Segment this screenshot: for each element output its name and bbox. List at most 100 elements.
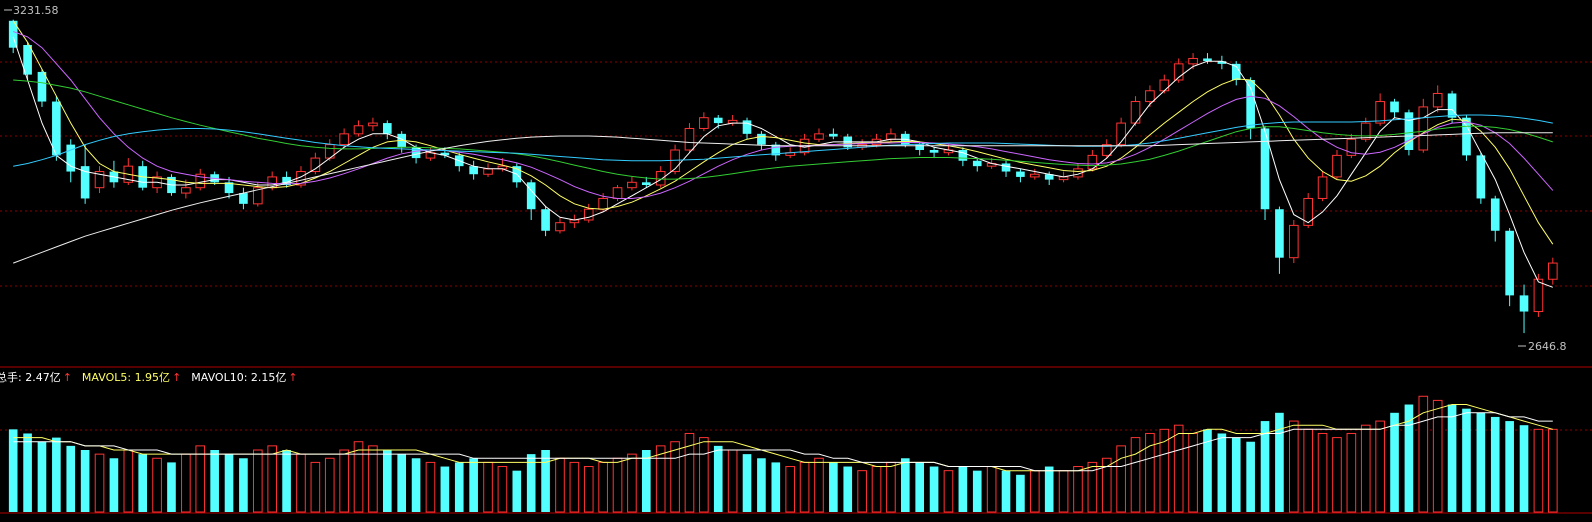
volume-bar-up — [324, 457, 335, 513]
volume-bar-down — [239, 458, 248, 512]
candle-body-up — [368, 122, 378, 127]
candle-body-up — [1145, 90, 1155, 103]
candle — [66, 139, 76, 183]
candle — [94, 166, 105, 194]
volume-bar-up — [627, 453, 637, 513]
candle-body-up — [1317, 176, 1328, 199]
volume-bar-down — [1044, 466, 1054, 512]
candle-body-down — [411, 147, 421, 159]
price-ma-line-3 — [13, 79, 1553, 180]
volume-bar-up — [94, 453, 105, 513]
candle — [541, 206, 550, 237]
candle-body-down — [224, 182, 234, 194]
candle — [1332, 150, 1342, 180]
candle-body-down — [239, 193, 248, 204]
volume-bar-down — [167, 462, 176, 512]
volume-bar-up — [339, 449, 349, 513]
candle-body-down — [1044, 174, 1054, 180]
volume-bar-up — [727, 449, 738, 513]
volume-bar-up — [1317, 432, 1328, 513]
volume-bar-down — [915, 462, 925, 512]
candle — [829, 128, 838, 140]
candle-body-down — [1231, 63, 1241, 80]
candle-body-down — [52, 101, 61, 156]
volume-bar-up — [785, 466, 796, 513]
candle-body-up — [1173, 63, 1184, 81]
candle-body-down — [469, 166, 478, 175]
candle-body-up — [1188, 57, 1198, 65]
volume-bar-up — [353, 441, 364, 513]
volume-bar-down — [1390, 412, 1399, 512]
volume-bar-down — [829, 462, 838, 512]
candle-body-down — [1217, 61, 1227, 64]
candle-body-down — [8, 20, 18, 48]
legend-label-1: MAVOL5: — [82, 371, 135, 384]
volume-bar-down — [843, 466, 853, 512]
volume-bar-down — [1260, 421, 1270, 512]
candle-body-down — [1519, 295, 1529, 312]
candle-body-down — [1016, 171, 1025, 177]
volume-bar-up — [943, 470, 954, 513]
legend-value-0: 2.47亿 — [25, 371, 61, 384]
legend-arrow-1: ↑ — [172, 371, 181, 384]
candle — [684, 123, 695, 153]
volume-bar-up — [497, 466, 508, 513]
candle-body-down — [713, 117, 723, 124]
candle-body-down — [1275, 209, 1284, 258]
candle — [310, 152, 321, 175]
candle — [1203, 53, 1212, 64]
candle — [52, 96, 61, 161]
volume-bar-down — [440, 466, 450, 512]
volume-bar-up — [1332, 437, 1342, 513]
candle — [1432, 85, 1443, 113]
volume-bar-up — [699, 437, 709, 513]
volume-bar-up — [871, 466, 882, 513]
volume-bar-up — [655, 445, 666, 513]
volume-bar-up — [1288, 420, 1299, 513]
volume-bar-up — [814, 457, 824, 513]
candle-body-down — [1246, 80, 1255, 129]
volume-bar-up — [267, 445, 278, 513]
volume-bar-down — [1476, 412, 1486, 512]
candle — [972, 158, 982, 172]
volume-bar-up — [1303, 428, 1314, 513]
candle — [958, 147, 968, 167]
volume-bar-up — [1130, 437, 1141, 513]
volume-bar-down — [958, 466, 968, 512]
candle — [1173, 58, 1184, 83]
volume-bar-down — [512, 470, 522, 512]
volume-bar-up — [181, 453, 191, 513]
volume-bar-down — [713, 445, 723, 512]
candle-body-down — [1476, 155, 1486, 199]
candle — [1476, 152, 1486, 204]
candle-body-down — [440, 152, 450, 156]
volume-bar-up — [252, 449, 263, 513]
volume-bar-down — [526, 454, 536, 512]
volume-bar-down — [37, 441, 47, 512]
candle — [771, 141, 781, 161]
candle — [1519, 284, 1529, 334]
candle-body-down — [282, 176, 291, 185]
volume-bar-up — [1533, 428, 1544, 513]
volume-bar-up — [1375, 420, 1385, 513]
candle-body-up — [886, 133, 896, 140]
candle-body-down — [771, 144, 781, 156]
volume-bar-down — [900, 458, 910, 512]
candle-body-down — [1203, 58, 1212, 62]
volume-bar-up — [986, 466, 997, 513]
candle-body-down — [1001, 163, 1011, 172]
candle — [339, 128, 349, 148]
candle-body-up — [1432, 92, 1443, 108]
volume-bar-up — [1145, 432, 1155, 513]
candle-body-up — [310, 157, 321, 173]
legend-arrow-2: ↑ — [288, 371, 297, 384]
candle-body-up — [583, 208, 594, 221]
candle-body-up — [1533, 278, 1544, 313]
candle — [1288, 220, 1299, 264]
volume-bar-up — [598, 461, 608, 513]
volume-bar-up — [1432, 399, 1443, 513]
volume-ma-lines — [13, 404, 1553, 472]
volume-bar-up — [1116, 445, 1126, 513]
volume-bar-down — [1462, 408, 1471, 512]
candle — [1533, 273, 1544, 317]
